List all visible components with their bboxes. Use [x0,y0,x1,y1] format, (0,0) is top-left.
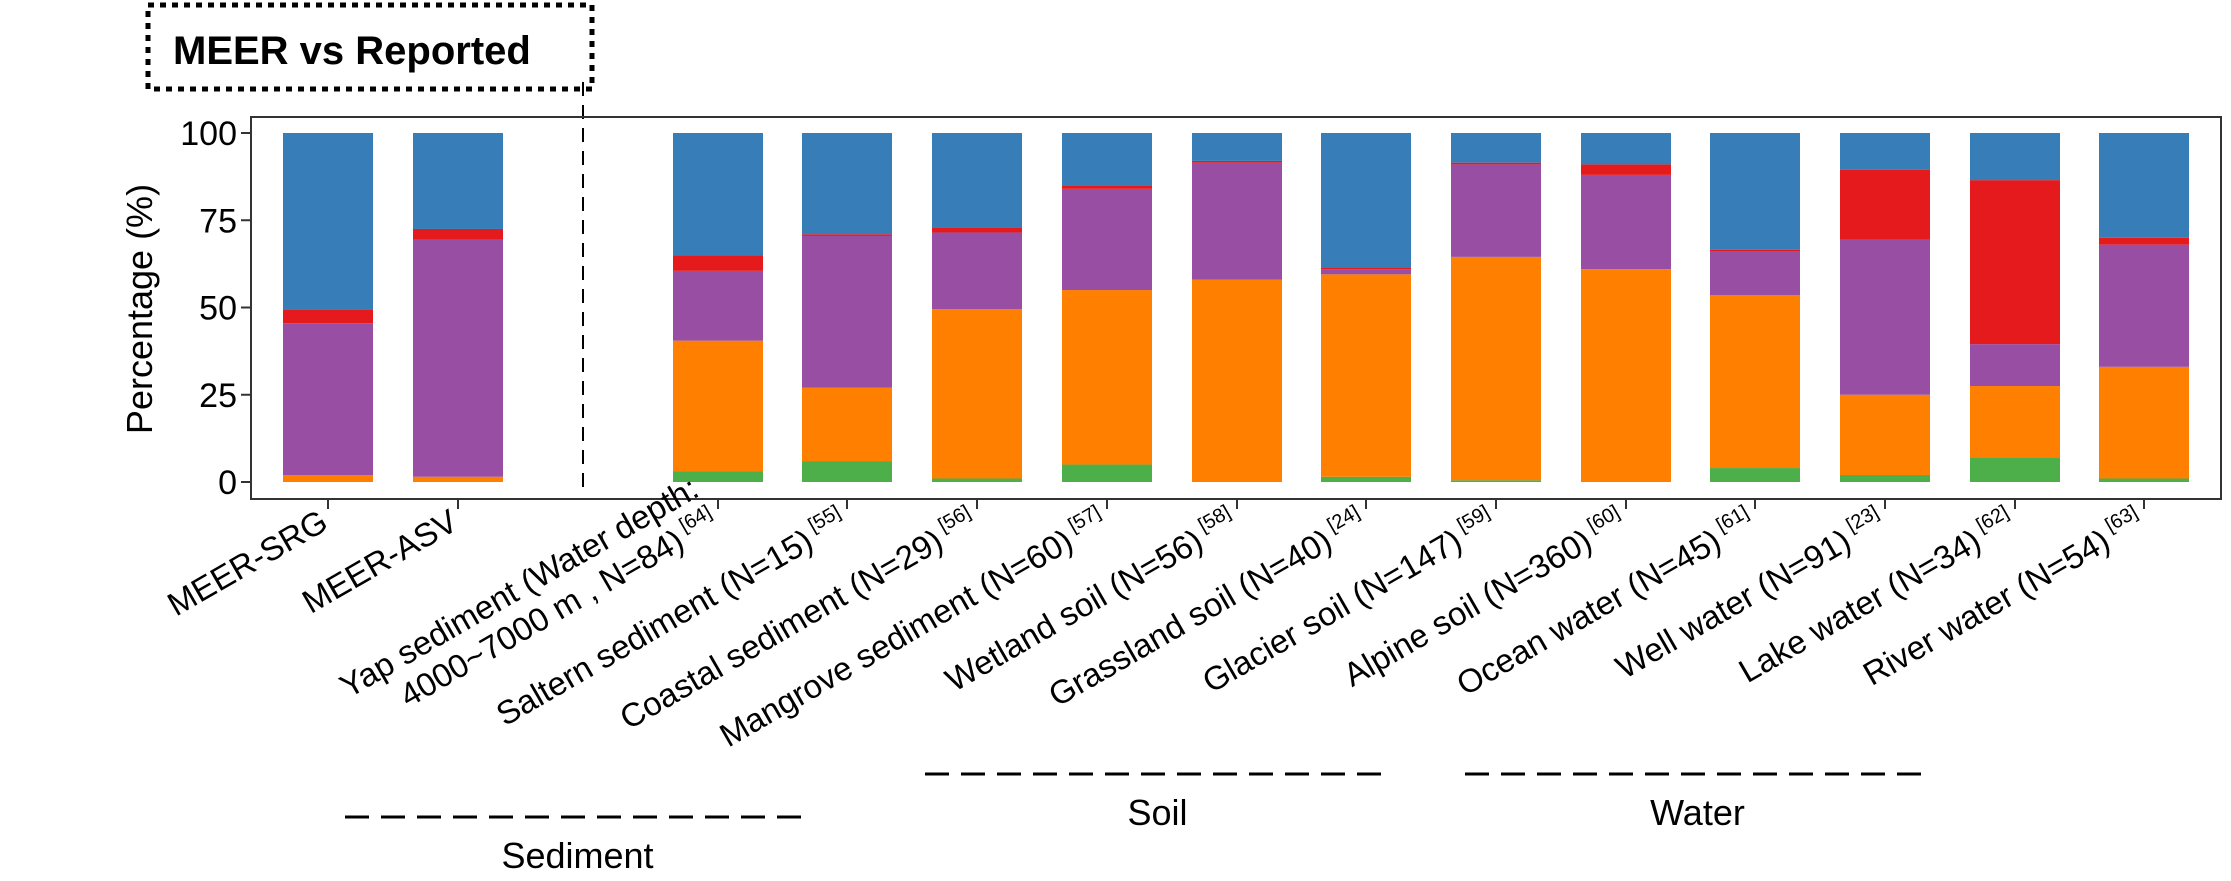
bar-segment [283,475,373,482]
bar-segment [1840,239,1930,395]
bar-segment [283,309,373,324]
bar-segment [1710,249,1800,252]
bar-segment [802,133,892,235]
group-label: Water [1650,792,1745,833]
bar-segment [1970,457,2060,482]
bar-segment [1581,164,1671,175]
y-tick-label: 25 [199,377,237,415]
y-tick-label: 75 [199,202,237,240]
bar-segment [1451,162,1541,165]
bar-segment [1710,133,1800,250]
bar-segment [1192,133,1282,161]
bar-segment [2099,366,2189,479]
bars-layer [283,133,2189,482]
bar-segment [932,309,1022,479]
bar-segment [1840,169,1930,240]
bar-segment [413,476,503,482]
bar-segment [932,232,1022,310]
y-tick-label: 0 [218,464,237,502]
bar-segment [1581,174,1671,270]
group-label: Sediment [501,835,653,876]
bar-segment [802,461,892,482]
bar-segment [413,228,503,240]
bar-segment [1321,274,1411,477]
bar-segment [1321,476,1411,482]
bar-segment [673,340,763,472]
bar-segment [1970,386,2060,458]
bar-segment [932,227,1022,233]
bar-segment [1710,295,1800,469]
y-tick-label: 100 [180,115,237,153]
bar-segment [1321,133,1411,268]
bar-segment [1840,133,1930,170]
bar-segment [413,239,503,477]
bar-segment [2099,478,2189,482]
bar-segment [1192,162,1282,280]
bar-segment [1062,464,1152,482]
bar-segment [802,235,892,388]
bar-segment [1192,279,1282,482]
bar-segment [1451,164,1541,257]
bar-segment [1451,256,1541,481]
bar-segment [802,234,892,236]
bar-segment [1451,133,1541,163]
bar-segment [1710,468,1800,482]
bar-segment [2099,244,2189,367]
bar-segment [1970,180,2060,345]
bar-segment [283,133,373,310]
bar-segment [932,478,1022,482]
bar-segment [1581,133,1671,165]
bar-segment [1970,344,2060,387]
bar-segment [1710,251,1800,296]
group-label: Soil [1127,792,1187,833]
bar-segment [1192,160,1282,163]
bar-segment [932,133,1022,228]
bar-segment [1970,133,2060,181]
bar-segment [673,133,763,256]
bar-segment [1840,394,1930,476]
bar-segment [673,471,763,482]
bar-segment [1062,185,1152,189]
bar-segment [1062,290,1152,465]
bar-segment [1062,133,1152,186]
y-axis-label: Percentage (%) [119,184,160,434]
chart-title: MEER vs Reported [173,29,531,73]
bar-segment [413,133,503,229]
bar-segment [1840,475,1930,482]
y-tick-label: 50 [199,290,237,328]
title-box [145,2,595,92]
y-axis: 0 25 50 75 100 [180,115,251,502]
bar-segment [1321,267,1411,270]
bar-segment [283,323,373,476]
bar-segment [1451,480,1541,482]
bar-segment [1321,269,1411,275]
bar-segment [673,255,763,271]
bar-segment [802,387,892,462]
bar-segment [2099,237,2189,245]
bar-segment [673,270,763,341]
group-annotations: Sediment Soil Water [345,772,1930,876]
bar-segment [2099,133,2189,238]
bar-segment [1062,188,1152,291]
bar-segment [1581,269,1671,482]
